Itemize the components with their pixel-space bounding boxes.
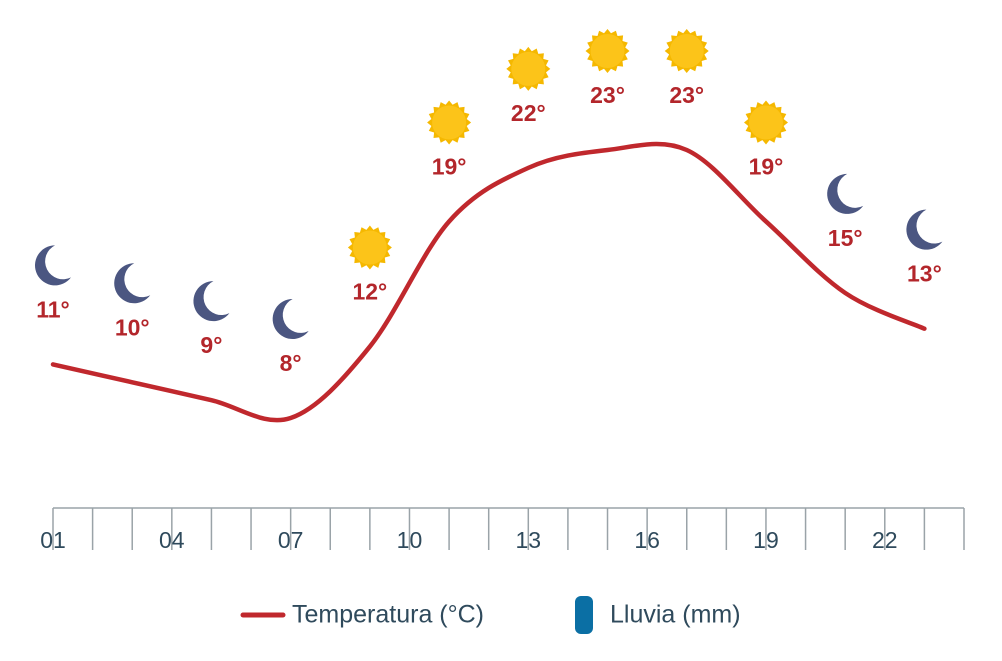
x-tick-label: 13 bbox=[516, 527, 542, 553]
legend-swatch bbox=[575, 596, 593, 634]
value-label: 12° bbox=[352, 279, 387, 305]
x-tick-label: 07 bbox=[278, 527, 304, 553]
value-label: 9° bbox=[200, 332, 222, 358]
value-label: 15° bbox=[828, 225, 863, 251]
value-label: 19° bbox=[749, 154, 784, 180]
sun-icon-core bbox=[432, 105, 467, 140]
x-tick-label: 16 bbox=[634, 527, 660, 553]
moon-icon bbox=[827, 173, 864, 214]
moon-icon bbox=[114, 263, 151, 304]
x-tick-label: 10 bbox=[397, 527, 423, 553]
value-label: 13° bbox=[907, 261, 942, 287]
value-label: 11° bbox=[36, 296, 70, 322]
temperature-line bbox=[50, 141, 927, 423]
x-tick-label: 04 bbox=[159, 527, 185, 553]
value-label: 19° bbox=[432, 154, 467, 180]
legend-label: Lluvia (mm) bbox=[610, 601, 741, 629]
value-label: 10° bbox=[115, 314, 150, 340]
sun-icon-core bbox=[669, 34, 704, 68]
legend-label: Temperatura (°C) bbox=[292, 601, 484, 629]
x-tick-label: 22 bbox=[872, 527, 898, 553]
x-tick-label: 01 bbox=[40, 527, 66, 553]
moon-icon bbox=[193, 281, 230, 322]
sun-icon-core bbox=[748, 105, 783, 140]
moon-icon bbox=[906, 209, 943, 250]
value-label: 23° bbox=[590, 82, 625, 108]
value-label: 23° bbox=[669, 82, 704, 108]
value-label: 8° bbox=[280, 350, 302, 376]
sun-icon-core bbox=[511, 51, 546, 86]
sun-icon-core bbox=[590, 34, 625, 68]
sun-icon-core bbox=[352, 230, 387, 265]
moon-icon bbox=[272, 299, 309, 339]
value-label: 22° bbox=[511, 100, 546, 126]
moon-icon bbox=[35, 245, 71, 286]
x-tick-label: 19 bbox=[753, 527, 779, 553]
